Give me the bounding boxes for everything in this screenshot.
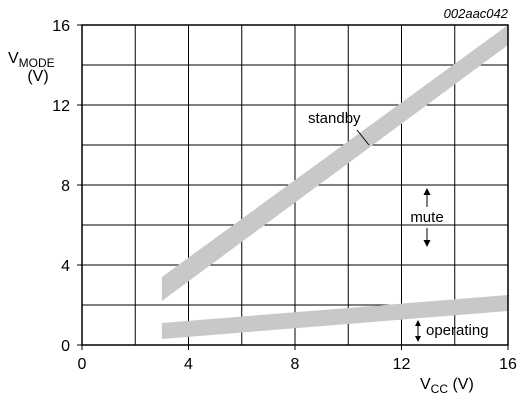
standby-leader <box>356 129 370 146</box>
operating-arrow-down-head <box>415 336 421 342</box>
grid <box>82 25 508 345</box>
mute-label: mute <box>410 209 443 226</box>
figure-code: 002aac042 <box>444 6 509 21</box>
x-axis-title-unit: (V) <box>448 376 474 393</box>
x-tick-label: 12 <box>393 356 411 373</box>
y-axis-unit: (V) <box>27 68 48 85</box>
x-axis-title-main: V <box>420 376 431 393</box>
y-axis-title-main: V <box>8 50 19 67</box>
operating-label: operating <box>426 322 489 339</box>
y-tick-label: 0 <box>61 338 70 355</box>
operating-band <box>161 295 508 339</box>
y-tick-label: 12 <box>52 98 70 115</box>
x-axis-title: VCC (V) <box>420 376 474 396</box>
y-axis-title: VMODE <box>8 50 55 70</box>
y-tick-label: 8 <box>61 178 70 195</box>
mute-arrow-up-head <box>423 188 431 195</box>
mute-arrow-down-head <box>423 240 431 247</box>
y-tick-label: 16 <box>52 18 70 35</box>
standby-label: standby <box>308 110 361 127</box>
tick-labels: 0 4 8 12 16 0 4 8 12 16 <box>52 18 517 373</box>
x-tick-label: 0 <box>78 356 87 373</box>
bands <box>161 25 508 339</box>
y-tick-label: 4 <box>61 258 70 275</box>
operating-arrow-up-head <box>415 320 421 326</box>
standby-band <box>161 25 508 301</box>
x-axis-title-sub: CC <box>431 382 449 396</box>
x-tick-label: 16 <box>499 356 517 373</box>
ticks <box>77 24 509 350</box>
y-axis-title-sub: MODE <box>19 56 55 70</box>
x-tick-label: 4 <box>184 356 193 373</box>
x-tick-label: 8 <box>291 356 300 373</box>
